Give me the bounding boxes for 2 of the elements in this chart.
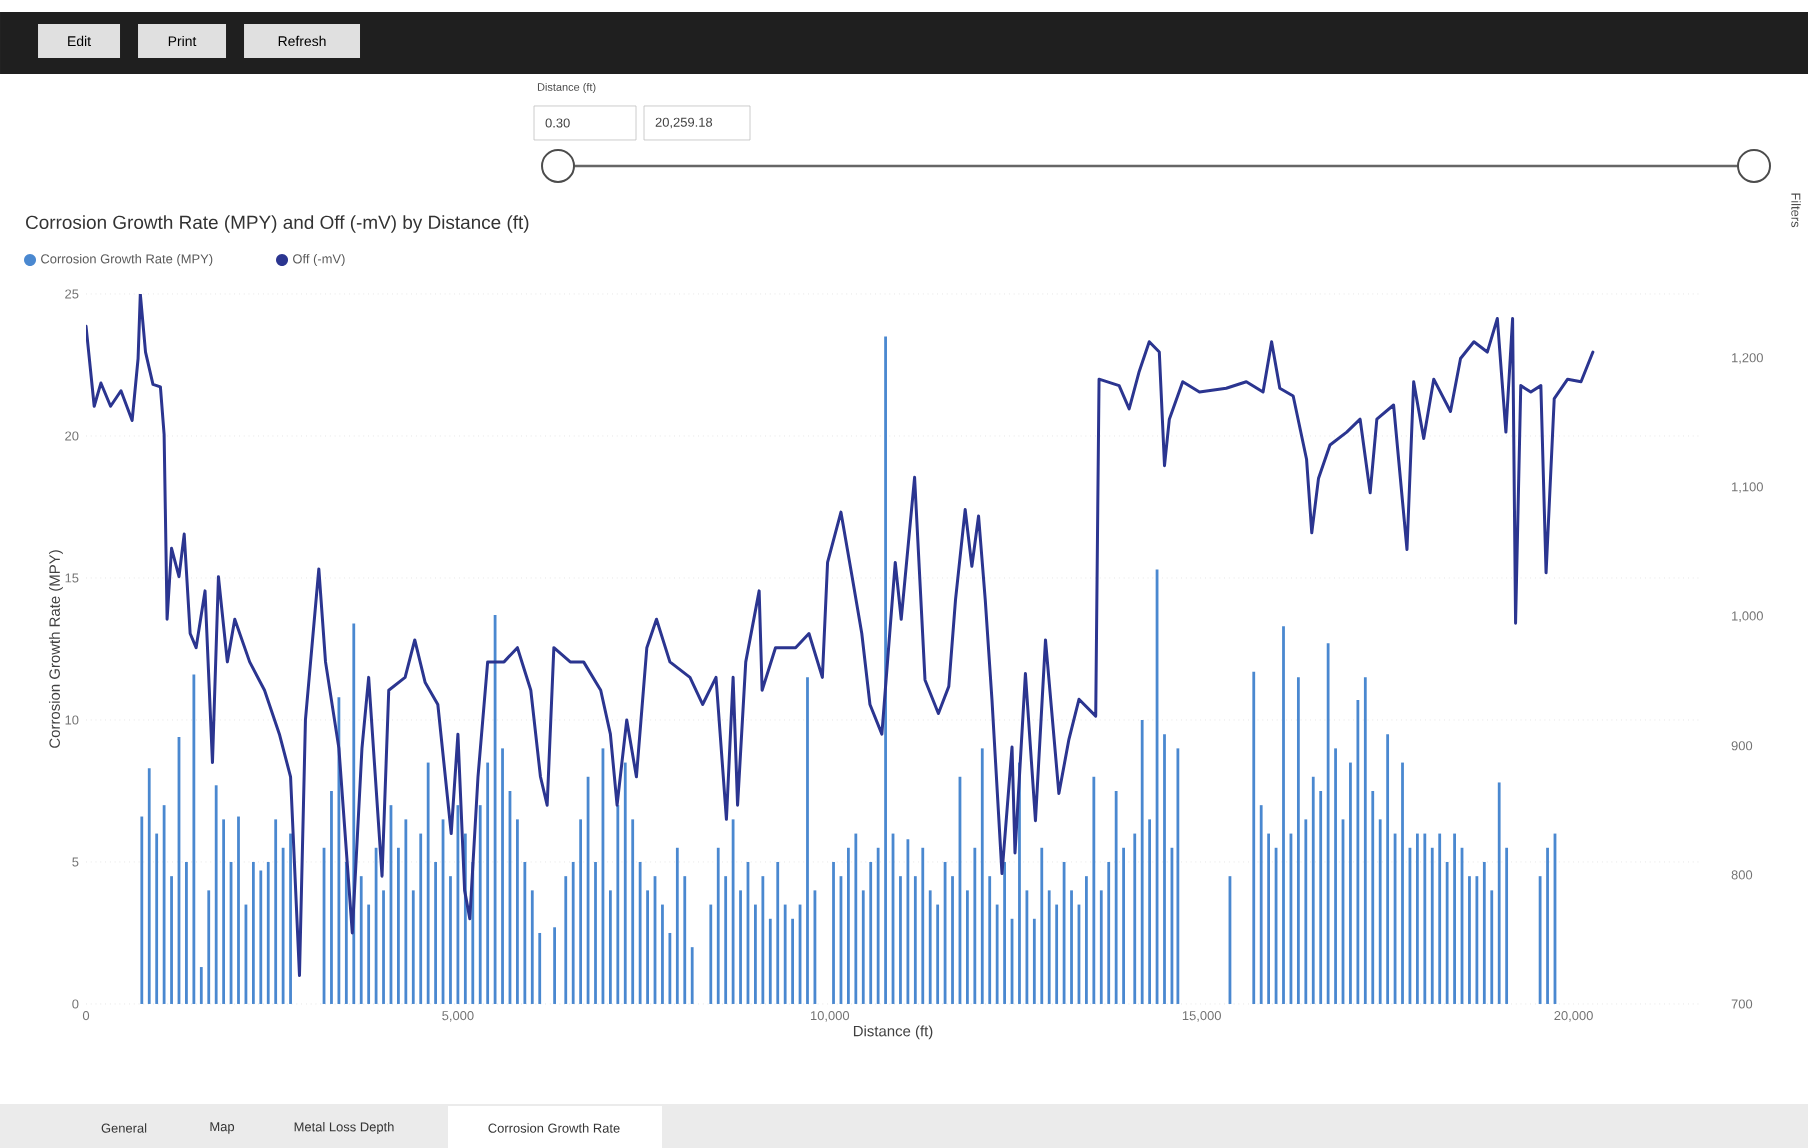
line-series — [86, 293, 1595, 978]
chart-title: Corrosion Growth Rate (MPY) and Off (-mV) by Distance (ft) — [26, 215, 529, 233]
